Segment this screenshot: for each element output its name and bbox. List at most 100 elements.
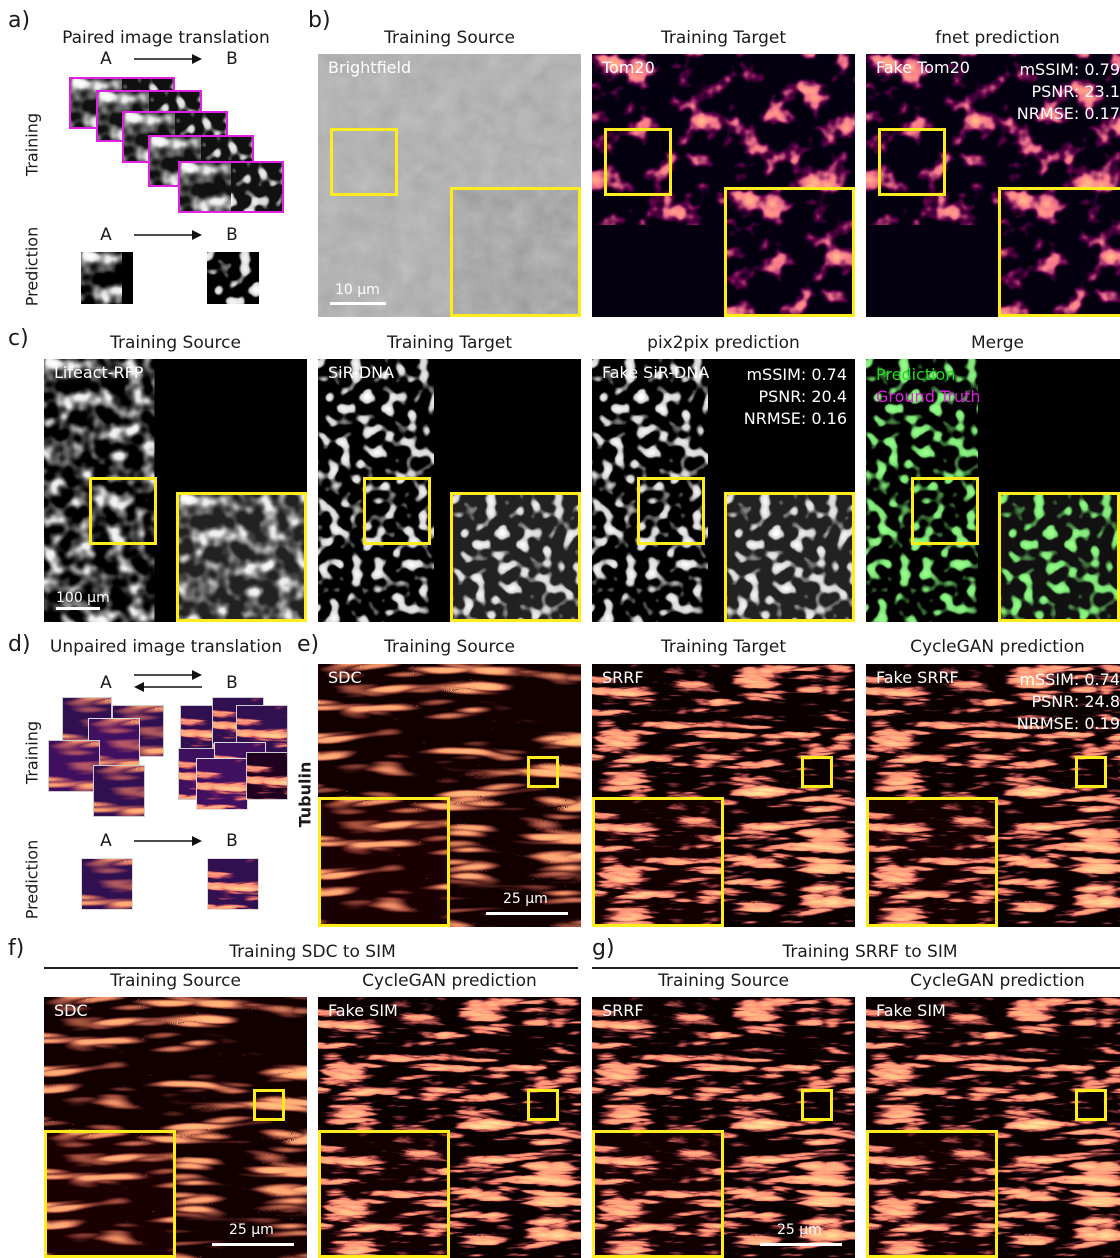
channel-tag: SDC xyxy=(54,1001,88,1020)
metrics-block: mSSIM: 0.74 PSNR: 24.8 NRMSE: 0.19 xyxy=(1017,669,1120,735)
channel-tag: SRRF xyxy=(602,1001,644,1020)
source-tile xyxy=(93,765,145,817)
zoom-inset xyxy=(866,1130,998,1258)
fnet-prediction-image: Fake Tom20 mSSIM: 0.79 PSNR: 23.1 NRMSE:… xyxy=(866,54,1120,317)
zoom-region-box xyxy=(801,1089,833,1121)
prediction-output-thumb xyxy=(207,252,259,304)
panel-label-g: g) xyxy=(592,936,615,961)
panel-e-title-prediction: CycleGAN prediction xyxy=(910,637,1085,657)
arrows-bidirectional-icon xyxy=(134,670,202,692)
zoom-inset xyxy=(998,492,1120,622)
panel-b-title-source: Training Source xyxy=(384,28,515,48)
metric-nrmse: NRMSE: 0.17 xyxy=(1016,104,1120,123)
zoom-inset xyxy=(998,187,1120,317)
channel-tag: Tom20 xyxy=(602,58,655,77)
channel-tag: SiR-DNA xyxy=(328,363,395,382)
panel-d-label-B-top: B xyxy=(226,673,238,693)
metric-psnr: PSNR: 20.4 xyxy=(758,387,848,406)
panel-f-title-source: Training Source xyxy=(110,971,241,991)
scale-bar xyxy=(330,302,386,305)
panel-d-title: Unpaired image translation xyxy=(49,637,283,657)
scale-bar xyxy=(212,1243,294,1246)
zoom-region-box xyxy=(527,756,559,788)
panel-label-e: e) xyxy=(297,632,320,657)
metric-nrmse: NRMSE: 0.16 xyxy=(743,409,847,428)
zoom-region-box xyxy=(1075,756,1107,788)
zoom-inset xyxy=(44,1130,176,1258)
scale-bar xyxy=(56,607,100,610)
channel-tag: Fake SIM xyxy=(876,1001,946,1020)
merge-image: Prediction Ground Truth xyxy=(866,359,1120,622)
metrics-block: mSSIM: 0.79 PSNR: 23.1 NRMSE: 0.17 xyxy=(1017,59,1120,125)
scale-bar-label: 10 µm xyxy=(335,282,380,298)
zoom-inset xyxy=(724,492,855,622)
panel-f-header: Training SDC to SIM xyxy=(229,942,396,962)
panel-d-label-A-bottom: A xyxy=(100,831,112,851)
brightfield-image: Brightfield 10 µm xyxy=(318,54,581,317)
zoom-region-box xyxy=(527,1089,559,1121)
channel-tag: Brightfield xyxy=(328,58,412,77)
panel-label-b: b) xyxy=(308,8,331,33)
panel-c-title-source: Training Source xyxy=(110,333,241,353)
zoom-region-box xyxy=(1075,1089,1107,1121)
panel-c-title-target: Training Target xyxy=(386,333,513,353)
zoom-inset xyxy=(450,187,581,317)
metric-mssim: mSSIM: 0.74 xyxy=(746,365,847,384)
fake-sim-image: Fake SIM xyxy=(866,997,1120,1258)
pix2pix-prediction-image: Fake SiR-DNA mSSIM: 0.74 PSNR: 20.4 NRMS… xyxy=(592,359,855,622)
zoom-region-box xyxy=(604,128,672,196)
channel-tag: Fake SRRF xyxy=(876,668,959,687)
panel-d-training-label: Training xyxy=(22,720,42,785)
zoom-region-box xyxy=(253,1089,285,1121)
zoom-region-box xyxy=(89,477,157,545)
channel-tag: SDC xyxy=(328,668,362,687)
zoom-inset xyxy=(592,1130,724,1258)
target-tile xyxy=(246,752,288,800)
srrf-target-image: SRRF xyxy=(592,664,855,927)
zoom-inset xyxy=(318,797,450,927)
zoom-region-box xyxy=(801,756,833,788)
metric-mssim: mSSIM: 0.74 xyxy=(1019,670,1120,689)
panel-a-prediction-label: Prediction xyxy=(22,226,42,307)
source-tile xyxy=(48,740,100,792)
tom20-target-image: Tom20 xyxy=(592,54,855,317)
zoom-region-box xyxy=(878,128,946,196)
channel-tag: Lifeact-RFP xyxy=(54,363,144,382)
fake-sim-image: Fake SIM xyxy=(318,997,581,1258)
zoom-region-box xyxy=(637,477,705,545)
panel-a-label-B-bottom: B xyxy=(226,225,238,245)
panel-d-prediction-label: Prediction xyxy=(22,839,42,920)
panel-a-label-B-top: B xyxy=(226,49,238,69)
metric-psnr: PSNR: 23.1 xyxy=(1031,82,1120,101)
metrics-block: mSSIM: 0.74 PSNR: 20.4 NRMSE: 0.16 xyxy=(744,364,847,430)
panel-a-training-label: Training xyxy=(22,112,42,177)
scale-bar xyxy=(486,912,568,915)
zoom-inset xyxy=(592,797,724,927)
channel-tag: Fake Tom20 xyxy=(876,58,970,77)
zoom-region-box xyxy=(330,128,398,196)
scale-bar xyxy=(760,1243,842,1246)
scale-bar-label: 100 µm xyxy=(56,590,110,606)
sdc-source-image: SDC 25 µm xyxy=(318,664,581,927)
zoom-region-box xyxy=(363,477,431,545)
zoom-inset xyxy=(450,492,581,622)
panel-f-title-prediction: CycleGAN prediction xyxy=(362,971,537,991)
panel-g-title-source: Training Source xyxy=(658,971,789,991)
channel-tag: Fake SIM xyxy=(328,1001,398,1020)
zoom-inset xyxy=(866,797,998,927)
sirdna-target-image: SiR-DNA xyxy=(318,359,581,622)
training-pair-tile xyxy=(178,161,284,213)
metric-nrmse: NRMSE: 0.19 xyxy=(1016,714,1120,733)
panel-label-d: d) xyxy=(8,632,31,657)
panel-label-f: f) xyxy=(8,936,25,961)
zoom-inset xyxy=(176,492,307,622)
zoom-inset xyxy=(724,187,855,317)
merge-legend: Prediction Ground Truth xyxy=(876,364,981,408)
tubulin-side-label: Tubulin xyxy=(295,761,315,828)
panel-f-divider xyxy=(44,967,578,969)
panel-b-title-target: Training Target xyxy=(660,28,787,48)
metric-psnr: PSNR: 24.8 xyxy=(1031,692,1120,711)
zoom-region-box xyxy=(911,477,979,545)
panel-a-label-A-top: A xyxy=(100,49,112,69)
scale-bar-label: 25 µm xyxy=(503,891,548,907)
